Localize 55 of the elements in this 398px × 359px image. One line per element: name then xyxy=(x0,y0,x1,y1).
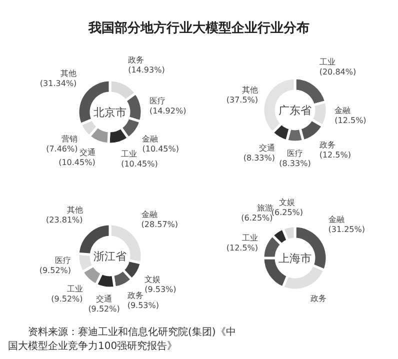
slice-label: 政务 xyxy=(127,291,144,300)
slice-label: 交通 xyxy=(96,294,112,304)
data-label: (7.46%) xyxy=(46,144,78,154)
data-label: (10.45%) xyxy=(121,159,158,168)
data-label: (9.52%) xyxy=(51,294,83,304)
slice-label: 金融 xyxy=(141,210,158,220)
slice-label: 医疗 xyxy=(149,96,166,106)
slice-label: 工业 xyxy=(242,234,258,243)
data-label: (14.93%) xyxy=(128,65,165,74)
data-label: (37.5%) xyxy=(226,96,258,105)
data-label: (10.45%) xyxy=(142,144,179,154)
text: 我国部分地方行业大模型企业行业分布 xyxy=(88,20,310,36)
slice-label: 交通 xyxy=(79,148,96,158)
data-label: (10.45%) xyxy=(58,158,96,168)
slice-label: 工业 xyxy=(319,57,336,66)
slice-label: 其他 xyxy=(66,206,83,215)
text: 上海市 xyxy=(278,252,312,265)
slice-label: 其他 xyxy=(60,68,77,78)
data-label: (9.53%) xyxy=(127,301,159,310)
data-label: (14.92%) xyxy=(149,106,186,116)
slice-label: 其他 xyxy=(242,86,258,95)
data-label: (12.5%) xyxy=(319,150,351,160)
data-label: (28.57%) xyxy=(141,220,178,230)
data-label: (20.84%) xyxy=(319,67,356,76)
slice-label: 文娱 xyxy=(279,198,296,207)
slice-label: 政务 xyxy=(319,140,336,150)
text: 广东省 xyxy=(278,104,312,117)
data-label: (6.25%) xyxy=(241,214,273,223)
slice-label: 金融 xyxy=(328,214,344,224)
text: 北京市 xyxy=(94,106,126,119)
slice-label: 交通 xyxy=(258,144,275,153)
text: 浙江省 xyxy=(94,250,126,263)
slice-label: 政务 xyxy=(128,55,144,64)
data-label: (8.33%) xyxy=(243,154,275,163)
slice-label: 金融 xyxy=(142,134,158,144)
data-label: (12.5%) xyxy=(334,116,366,126)
data-label: (9.52%) xyxy=(88,304,120,314)
data-label: (6.25%) xyxy=(271,208,304,217)
slice-label: 文娱 xyxy=(144,275,161,284)
data-label: (23.81%) xyxy=(46,216,83,225)
slice-label: 医疗 xyxy=(286,149,303,158)
slice-label: 旅游 xyxy=(256,204,273,213)
slice-label: 营销 xyxy=(62,134,78,144)
data-label: (8.33%) xyxy=(279,159,311,168)
slice-label: 工业 xyxy=(121,149,138,158)
slice-label: 医疗 xyxy=(55,256,71,265)
data-label: (9.53%) xyxy=(144,285,176,294)
data-label: (31.34%) xyxy=(40,78,77,88)
slice-label: 金融 xyxy=(334,106,351,116)
data-label: (9.52%) xyxy=(39,266,71,275)
text: 资料来源：赛迪工业和信息化研究院(集团)《中国大模型企业竞争力100强研究报告》 xyxy=(8,326,237,354)
data-label: (12.5%) xyxy=(226,244,258,253)
slice-label: 工业 xyxy=(66,284,83,294)
data-label: (31.25%) xyxy=(328,224,366,234)
slice-label: 政务 xyxy=(310,294,326,303)
